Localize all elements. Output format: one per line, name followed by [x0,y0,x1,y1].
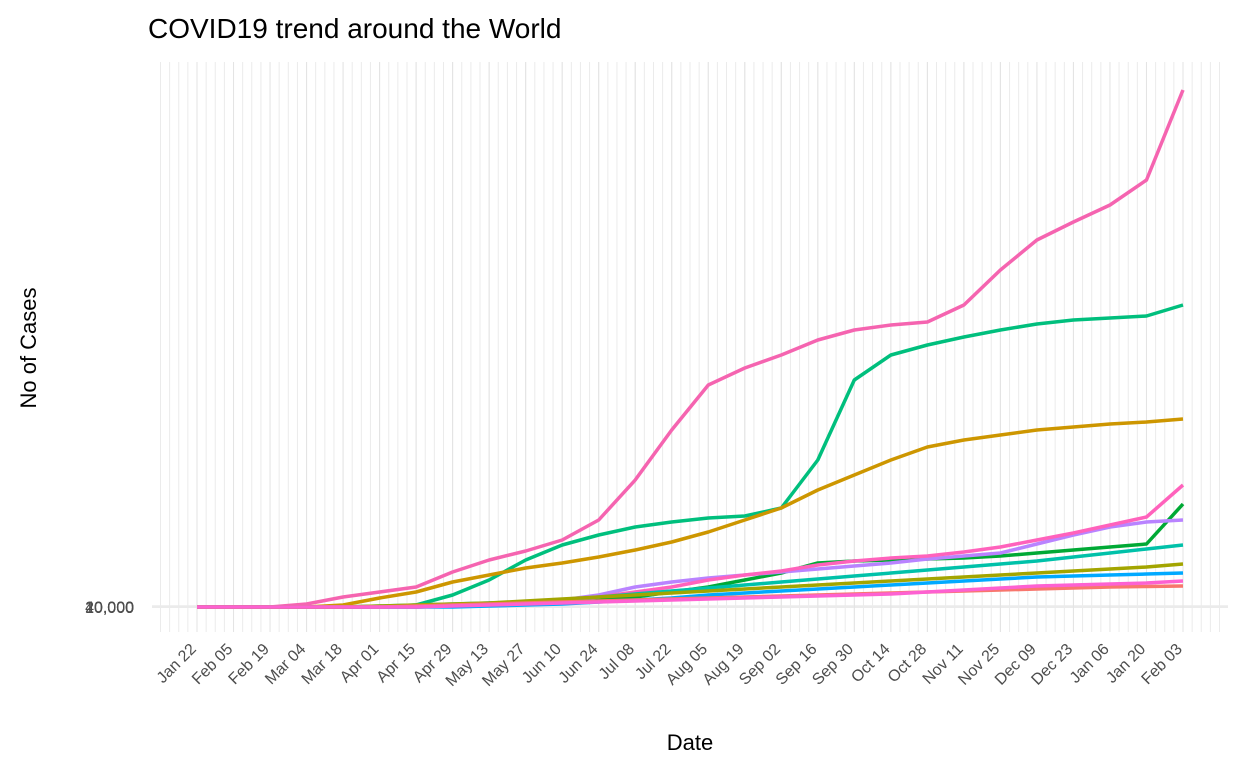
x-tick-label: Apr 15 [374,641,419,686]
x-tick-label: Feb 03 [1139,641,1186,688]
chart-title: COVID19 trend around the World [148,13,561,44]
x-tick-label: Sep 30 [809,641,857,689]
series-line [197,89,1185,609]
y-tick-label: 0 [125,600,134,617]
y-tick-label: 10,000 [85,600,134,617]
x-tick-label: Jun 24 [556,641,602,687]
x-tick-label: Jun 10 [519,641,565,687]
series-line [197,579,1184,609]
x-tick-label: Jul 08 [596,641,638,683]
series-line [197,417,1184,609]
y-tick-label: 40,000 [85,599,134,616]
y-tick-label: 20,000 [85,600,134,617]
x-tick-label: Apr 01 [337,641,382,686]
y-axis-label: No of Cases [16,287,41,408]
x-tick-label: Jan 06 [1067,641,1113,687]
x-tick-label: Mar 18 [299,641,346,688]
x-tick-label: Dec 23 [1028,641,1076,689]
x-axis-label: Date [667,730,713,755]
x-tick-label: Oct 14 [848,641,893,686]
